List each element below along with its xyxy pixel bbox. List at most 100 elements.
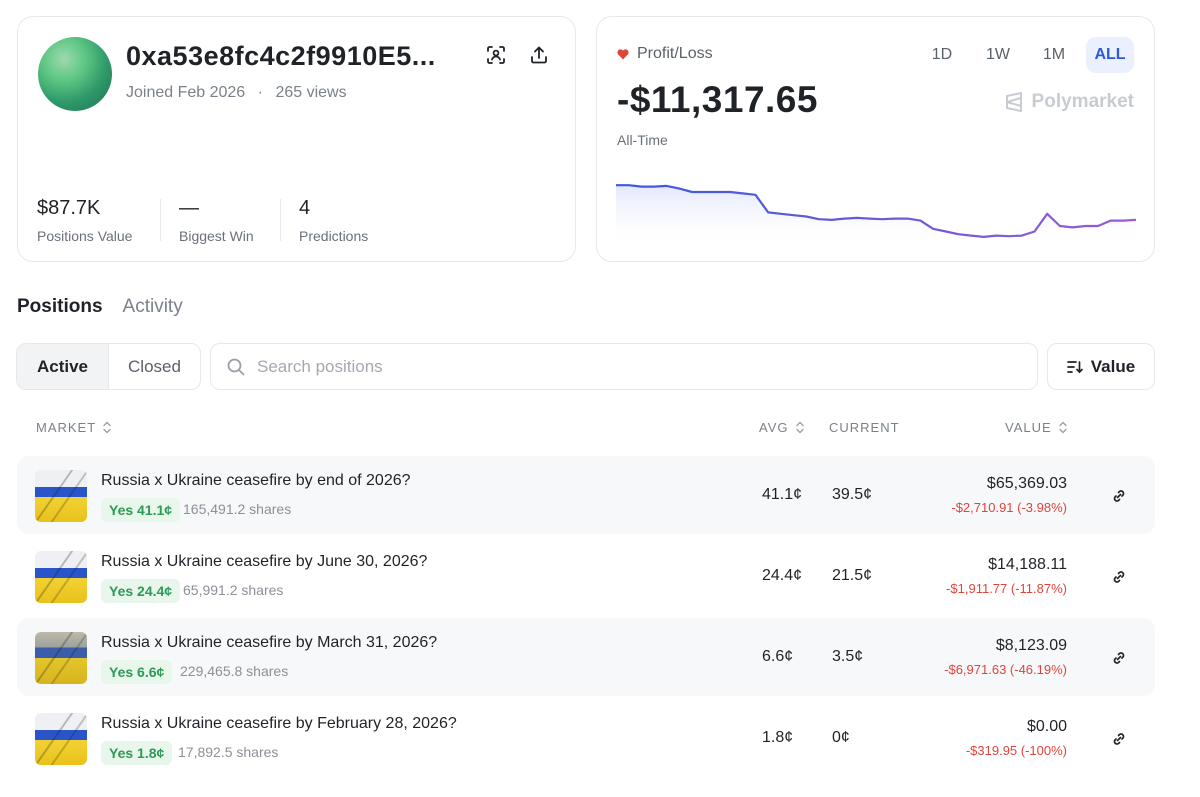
market-thumbnail [35,713,87,765]
stat-label: Biggest Win [179,228,254,244]
stat-label: Predictions [299,228,369,244]
link-icon[interactable] [1109,648,1129,668]
position-value: $0.00 [1026,718,1067,735]
market-thumbnail [35,470,87,522]
market-thumbnail [35,632,87,684]
market-title[interactable]: Russia x Ukraine ceasefire by end of 202… [101,472,411,489]
outcome-badge: Yes 1.8¢ [101,741,173,765]
range-all[interactable]: ALL [1086,37,1134,73]
header-current: CURRENT [829,420,900,435]
current-price: 3.5¢ [832,648,864,665]
sort-toggle-icon [103,421,111,434]
pnl-chart-line [616,184,1136,238]
current-price: 21.5¢ [832,567,873,584]
link-icon[interactable] [1109,567,1129,587]
stat-value: — [179,197,199,219]
sort-toggle-icon [1058,421,1067,434]
tab-activity[interactable]: Activity [122,296,183,317]
pnl-chart [616,184,1136,247]
outcome-badge: Yes 24.4¢ [101,579,181,603]
avg-price: 24.4¢ [762,567,803,584]
scan-icon[interactable] [484,43,508,67]
market-thumbnail [35,551,87,603]
header-avg[interactable]: AVG [759,420,805,435]
avg-price: 41.1¢ [762,486,803,503]
header-market-label: MARKET [36,420,97,435]
position-change: -$2,710.91 (-3.98%) [951,500,1067,515]
profile-card: 0xa53e8fc4c2f9910E5... Joined Feb 2026 ·… [17,16,576,262]
pnl-card: Profit/Loss -$11,317.65 All-Time 1D 1W 1… [596,16,1155,262]
pnl-period: All-Time [617,132,668,148]
brand-name: Polymarket [1031,91,1134,112]
avg-price: 6.6¢ [762,648,794,665]
stat-label: Positions Value [37,228,133,244]
header-market[interactable]: MARKET [36,420,112,435]
range-1m[interactable]: 1M [1042,46,1066,63]
shares-count: 165,491.2 shares [183,501,292,517]
market-title[interactable]: Russia x Ukraine ceasefire by February 2… [101,715,457,732]
pnl-chart-area [616,185,1136,247]
header-value[interactable]: VALUE [1005,420,1068,435]
header-avg-label: AVG [759,420,789,435]
stat-positions-value: $87.7K Positions Value [37,197,132,244]
brand: Polymarket [1004,91,1134,113]
filter-active-button[interactable]: Active [17,344,109,389]
position-value: $8,123.09 [995,637,1067,654]
header-value-label: VALUE [1005,420,1052,435]
sort-value-button[interactable]: Value [1047,343,1155,390]
position-change: -$1,911.77 (-11.87%) [946,581,1067,596]
stat-divider [160,199,161,241]
table-row[interactable]: Russia x Ukraine ceasefire by end of 202… [17,456,1155,534]
heart-down-icon [617,48,629,59]
sort-toggle-icon [795,421,804,434]
search-icon [227,358,245,375]
avg-price: 1.8¢ [762,729,794,746]
share-icon[interactable] [527,43,551,67]
header-current-label: CURRENT [829,420,900,435]
shares-count: 65,991.2 shares [183,582,284,598]
tab-bar: Positions Activity [17,296,183,318]
pnl-label: Profit/Loss [637,45,713,62]
table-row[interactable]: Russia x Ukraine ceasefire by June 30, 2… [17,537,1155,615]
pnl-label-row: Profit/Loss [617,45,713,63]
market-title[interactable]: Russia x Ukraine ceasefire by June 30, 2… [101,553,428,570]
joined-date: Joined Feb 2026 [126,84,246,101]
sort-icon [1066,360,1083,373]
stat-biggest-win: — Biggest Win [179,197,254,244]
tab-positions[interactable]: Positions [17,296,103,317]
position-change: -$319.95 (-100%) [965,743,1067,758]
position-value: $65,369.03 [986,475,1067,492]
view-count: 265 views [275,84,347,101]
position-change: -$6,971.63 (-46.19%) [944,662,1067,677]
stat-divider [280,199,281,241]
shares-count: 229,465.8 shares [180,663,289,679]
meta-separator: · [257,84,263,101]
sort-label: Value [1090,356,1136,376]
range-selector: 1D 1W 1M ALL [918,37,1134,73]
stat-value: 4 [299,197,311,219]
stat-predictions: 4 Predictions [299,197,368,244]
profile-meta: Joined Feb 2026 · 265 views [126,84,347,102]
current-price: 0¢ [832,729,850,746]
outcome-badge: Yes 41.1¢ [101,498,181,522]
range-1d[interactable]: 1D [931,46,953,63]
range-1w[interactable]: 1W [986,46,1010,63]
stat-value: $87.7K [37,197,101,219]
filter-closed-button[interactable]: Closed [128,356,181,376]
shares-count: 17,892.5 shares [178,744,279,760]
outcome-badge: Yes 6.6¢ [101,660,173,684]
table-row[interactable]: Russia x Ukraine ceasefire by February 2… [17,699,1155,777]
avatar[interactable] [38,37,112,111]
link-icon[interactable] [1109,729,1129,749]
position-value: $14,188.11 [988,556,1067,573]
link-icon[interactable] [1109,486,1129,506]
status-filter: Active Closed [16,343,201,390]
pnl-value: -$11,317.65 [617,79,818,120]
search-input[interactable] [257,356,997,377]
market-title[interactable]: Russia x Ukraine ceasefire by March 31, … [101,634,438,651]
wallet-address: 0xa53e8fc4c2f9910E5... [126,41,436,71]
polymarket-logo-icon [1005,92,1022,112]
table-row[interactable]: Russia x Ukraine ceasefire by March 31, … [17,618,1155,696]
current-price: 39.5¢ [832,486,873,503]
search-box [210,343,1038,390]
